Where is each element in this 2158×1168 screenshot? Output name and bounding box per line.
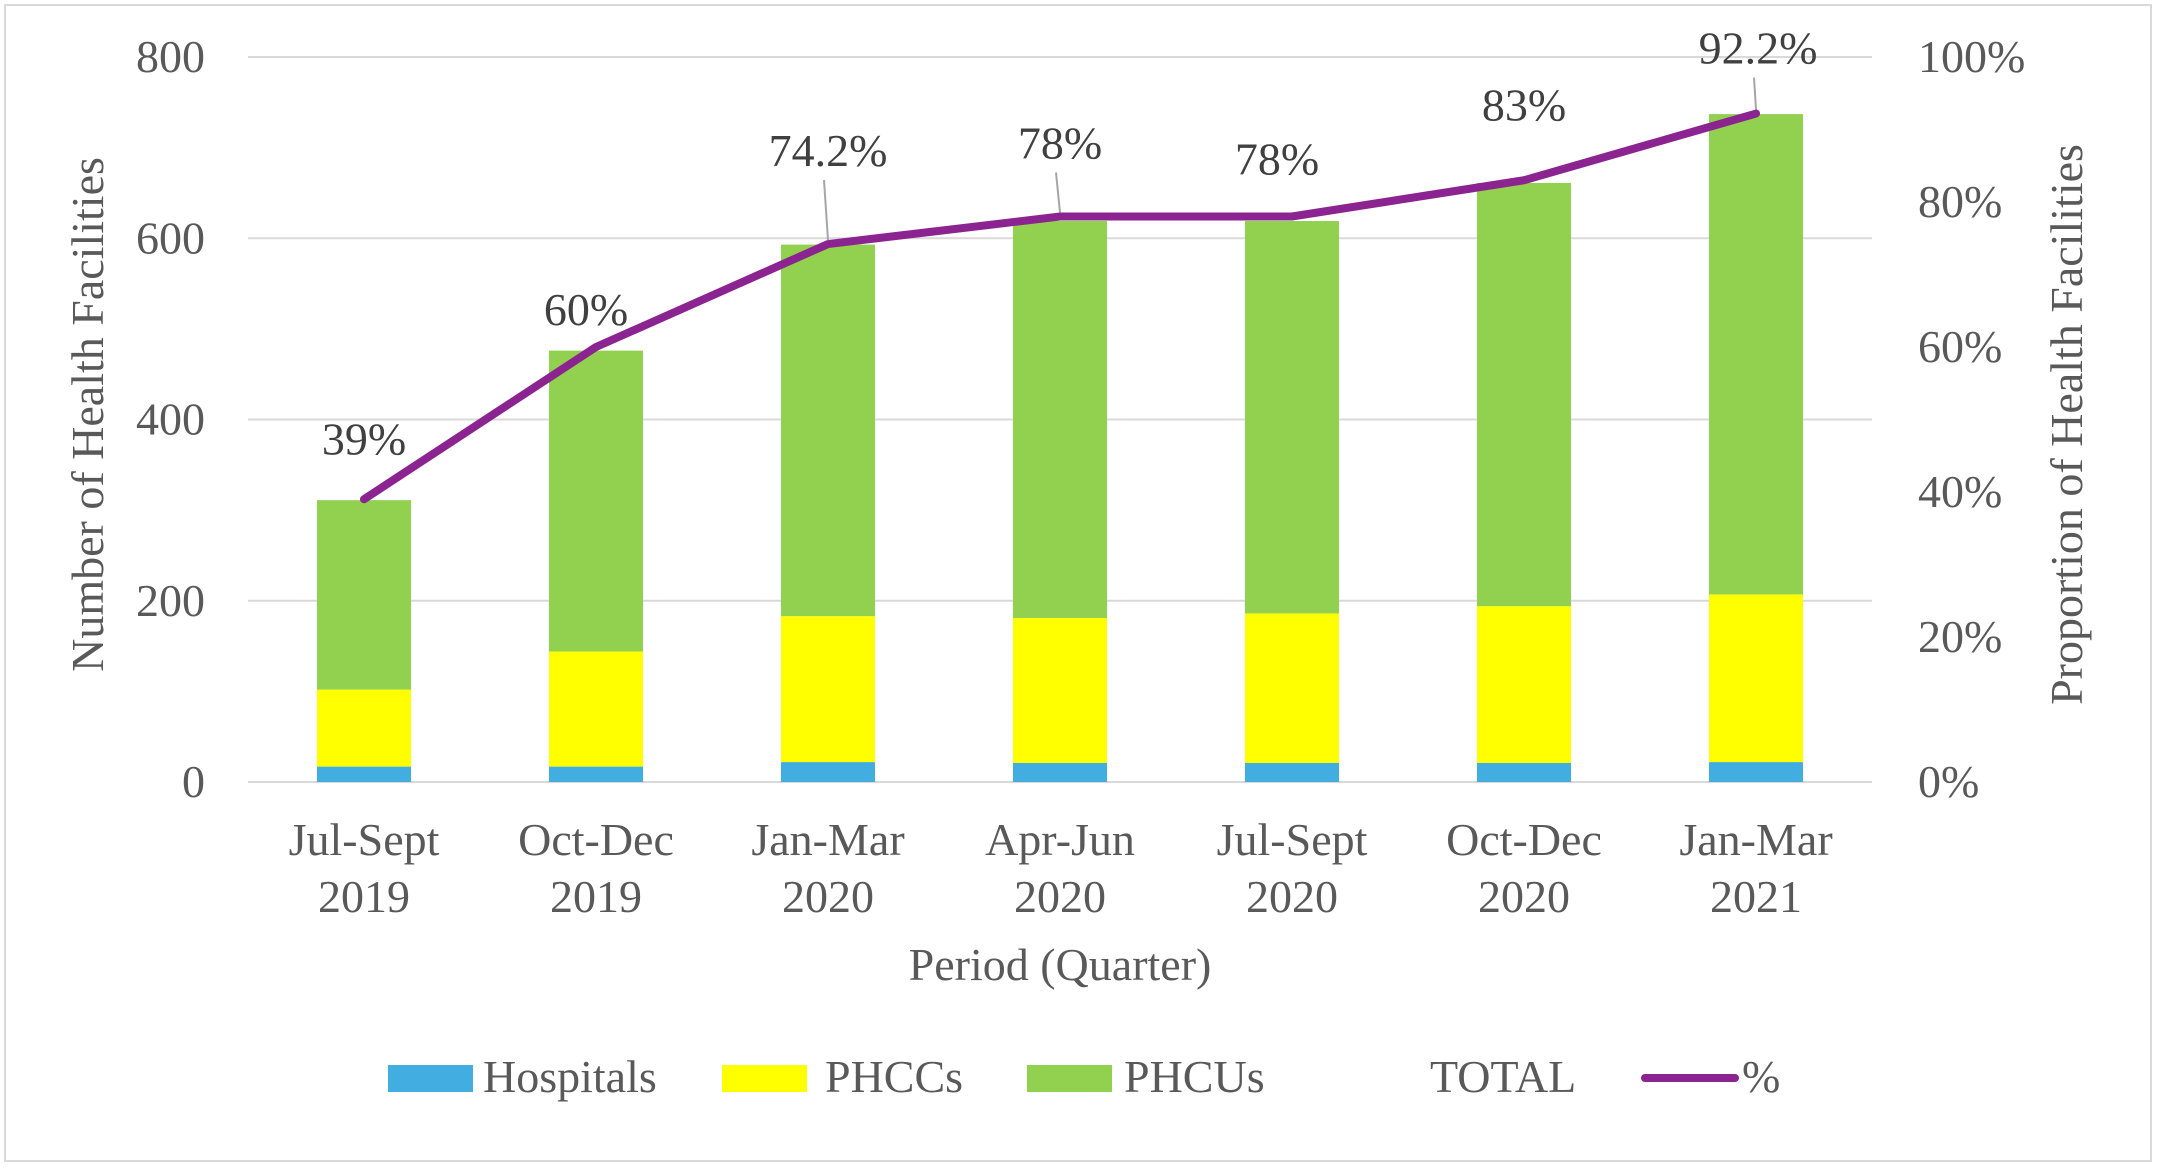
legend-label: PHCCs — [825, 1051, 963, 1102]
x-tick-label: 2020 — [1246, 871, 1338, 922]
x-tick-label: Jul-Sept — [289, 814, 440, 865]
bars — [317, 114, 1803, 782]
x-tick-label: Jul-Sept — [1217, 814, 1368, 865]
bar-phcus — [549, 350, 643, 652]
x-tick-label: 2021 — [1710, 871, 1802, 922]
bar-hospitals — [1245, 762, 1339, 782]
percent-data-label: 78% — [1018, 118, 1102, 169]
y-tick-label: 600 — [136, 212, 205, 263]
bar-hospitals — [549, 766, 643, 782]
legend-swatch-phccs — [722, 1065, 807, 1092]
percent-line — [360, 109, 1760, 504]
x-tick-label: 2019 — [550, 871, 642, 922]
bar-phccs — [1013, 617, 1107, 763]
legend: Hospitals PHCCs PHCUs TOTAL% — [388, 1051, 1780, 1102]
bar-phcus — [1245, 221, 1339, 614]
x-tick-label: 2020 — [1478, 871, 1570, 922]
bar-phcus — [781, 244, 875, 617]
x-tick-label: Jan-Mar — [751, 814, 904, 865]
y-axis-title: Number of Health Facilities — [62, 157, 113, 672]
percent-point — [595, 346, 597, 348]
bar-hospitals — [1709, 762, 1803, 782]
legend-swatch-phcus — [1027, 1065, 1112, 1092]
y2-tick-label: 0% — [1918, 756, 1979, 807]
legend-label: % — [1742, 1051, 1780, 1102]
data-label-leader — [823, 179, 829, 241]
x-tick-label: 2019 — [318, 871, 410, 922]
bar-phccs — [1709, 594, 1803, 763]
y2-axis-title: Proportion of Health Facilities — [2041, 144, 2092, 705]
bar-phcus — [1477, 182, 1571, 607]
bar-phcus — [1013, 221, 1107, 618]
percent-data-label: 78% — [1235, 134, 1319, 185]
bar-hospitals — [781, 762, 875, 782]
bar-hospitals — [1013, 762, 1107, 782]
y2-tick-label: 80% — [1918, 176, 2002, 227]
data-labels: 39% 60% 74.2% 78% 78% 83% 92.2% — [322, 23, 1818, 465]
bar-phccs — [1477, 606, 1571, 763]
legend-label: TOTAL — [1430, 1051, 1576, 1102]
x-axis-title: Period (Quarter) — [909, 939, 1212, 990]
axes: 0 200 400 600 800 0% 20% 40% 60% 80% 100% Jul-Sept 2… — [62, 31, 2092, 990]
y-tick-label: 0 — [182, 756, 205, 807]
y2-tick-label: 60% — [1918, 321, 2002, 372]
y-tick-label: 200 — [136, 575, 205, 626]
y-tick-label: 400 — [136, 394, 205, 445]
y2-tick-label: 20% — [1918, 611, 2002, 662]
percent-data-label: 92.2% — [1699, 23, 1818, 74]
percent-point — [1291, 215, 1293, 218]
bar-phccs — [549, 651, 643, 767]
bar-phcus — [317, 500, 411, 690]
data-label-leader — [1753, 77, 1757, 110]
percent-point — [363, 498, 365, 501]
bar-phccs — [1245, 613, 1339, 763]
legend-swatch-hospitals — [388, 1065, 473, 1092]
bar-phcus — [1709, 114, 1803, 595]
x-tick-label: 2020 — [1014, 871, 1106, 922]
percent-point — [1059, 215, 1061, 218]
percent-data-label: 39% — [322, 413, 406, 464]
bar-hospitals — [1477, 762, 1571, 782]
percent-data-label: 83% — [1482, 79, 1566, 130]
percent-point — [827, 243, 829, 246]
x-tick-label: Oct-Dec — [518, 814, 674, 865]
bar-phccs — [317, 689, 411, 767]
legend-label: Hospitals — [483, 1051, 657, 1102]
bar-hospitals — [317, 766, 411, 782]
percent-data-label: 74.2% — [769, 125, 888, 176]
percent-point — [1755, 112, 1757, 115]
data-label-leader — [1055, 172, 1061, 213]
y2-tick-label: 40% — [1918, 466, 2002, 517]
y-tick-label: 800 — [136, 31, 205, 82]
x-tick-label: Oct-Dec — [1446, 814, 1602, 865]
x-tick-label: Jan-Mar — [1679, 814, 1832, 865]
x-tick-label: Apr-Jun — [985, 814, 1135, 865]
percent-point — [1523, 179, 1525, 182]
x-tick-label: 2020 — [782, 871, 874, 922]
legend-label: PHCUs — [1124, 1051, 1265, 1102]
percent-data-label: 60% — [544, 284, 628, 335]
bar-phccs — [781, 616, 875, 763]
y2-tick-label: 100% — [1918, 31, 2025, 82]
